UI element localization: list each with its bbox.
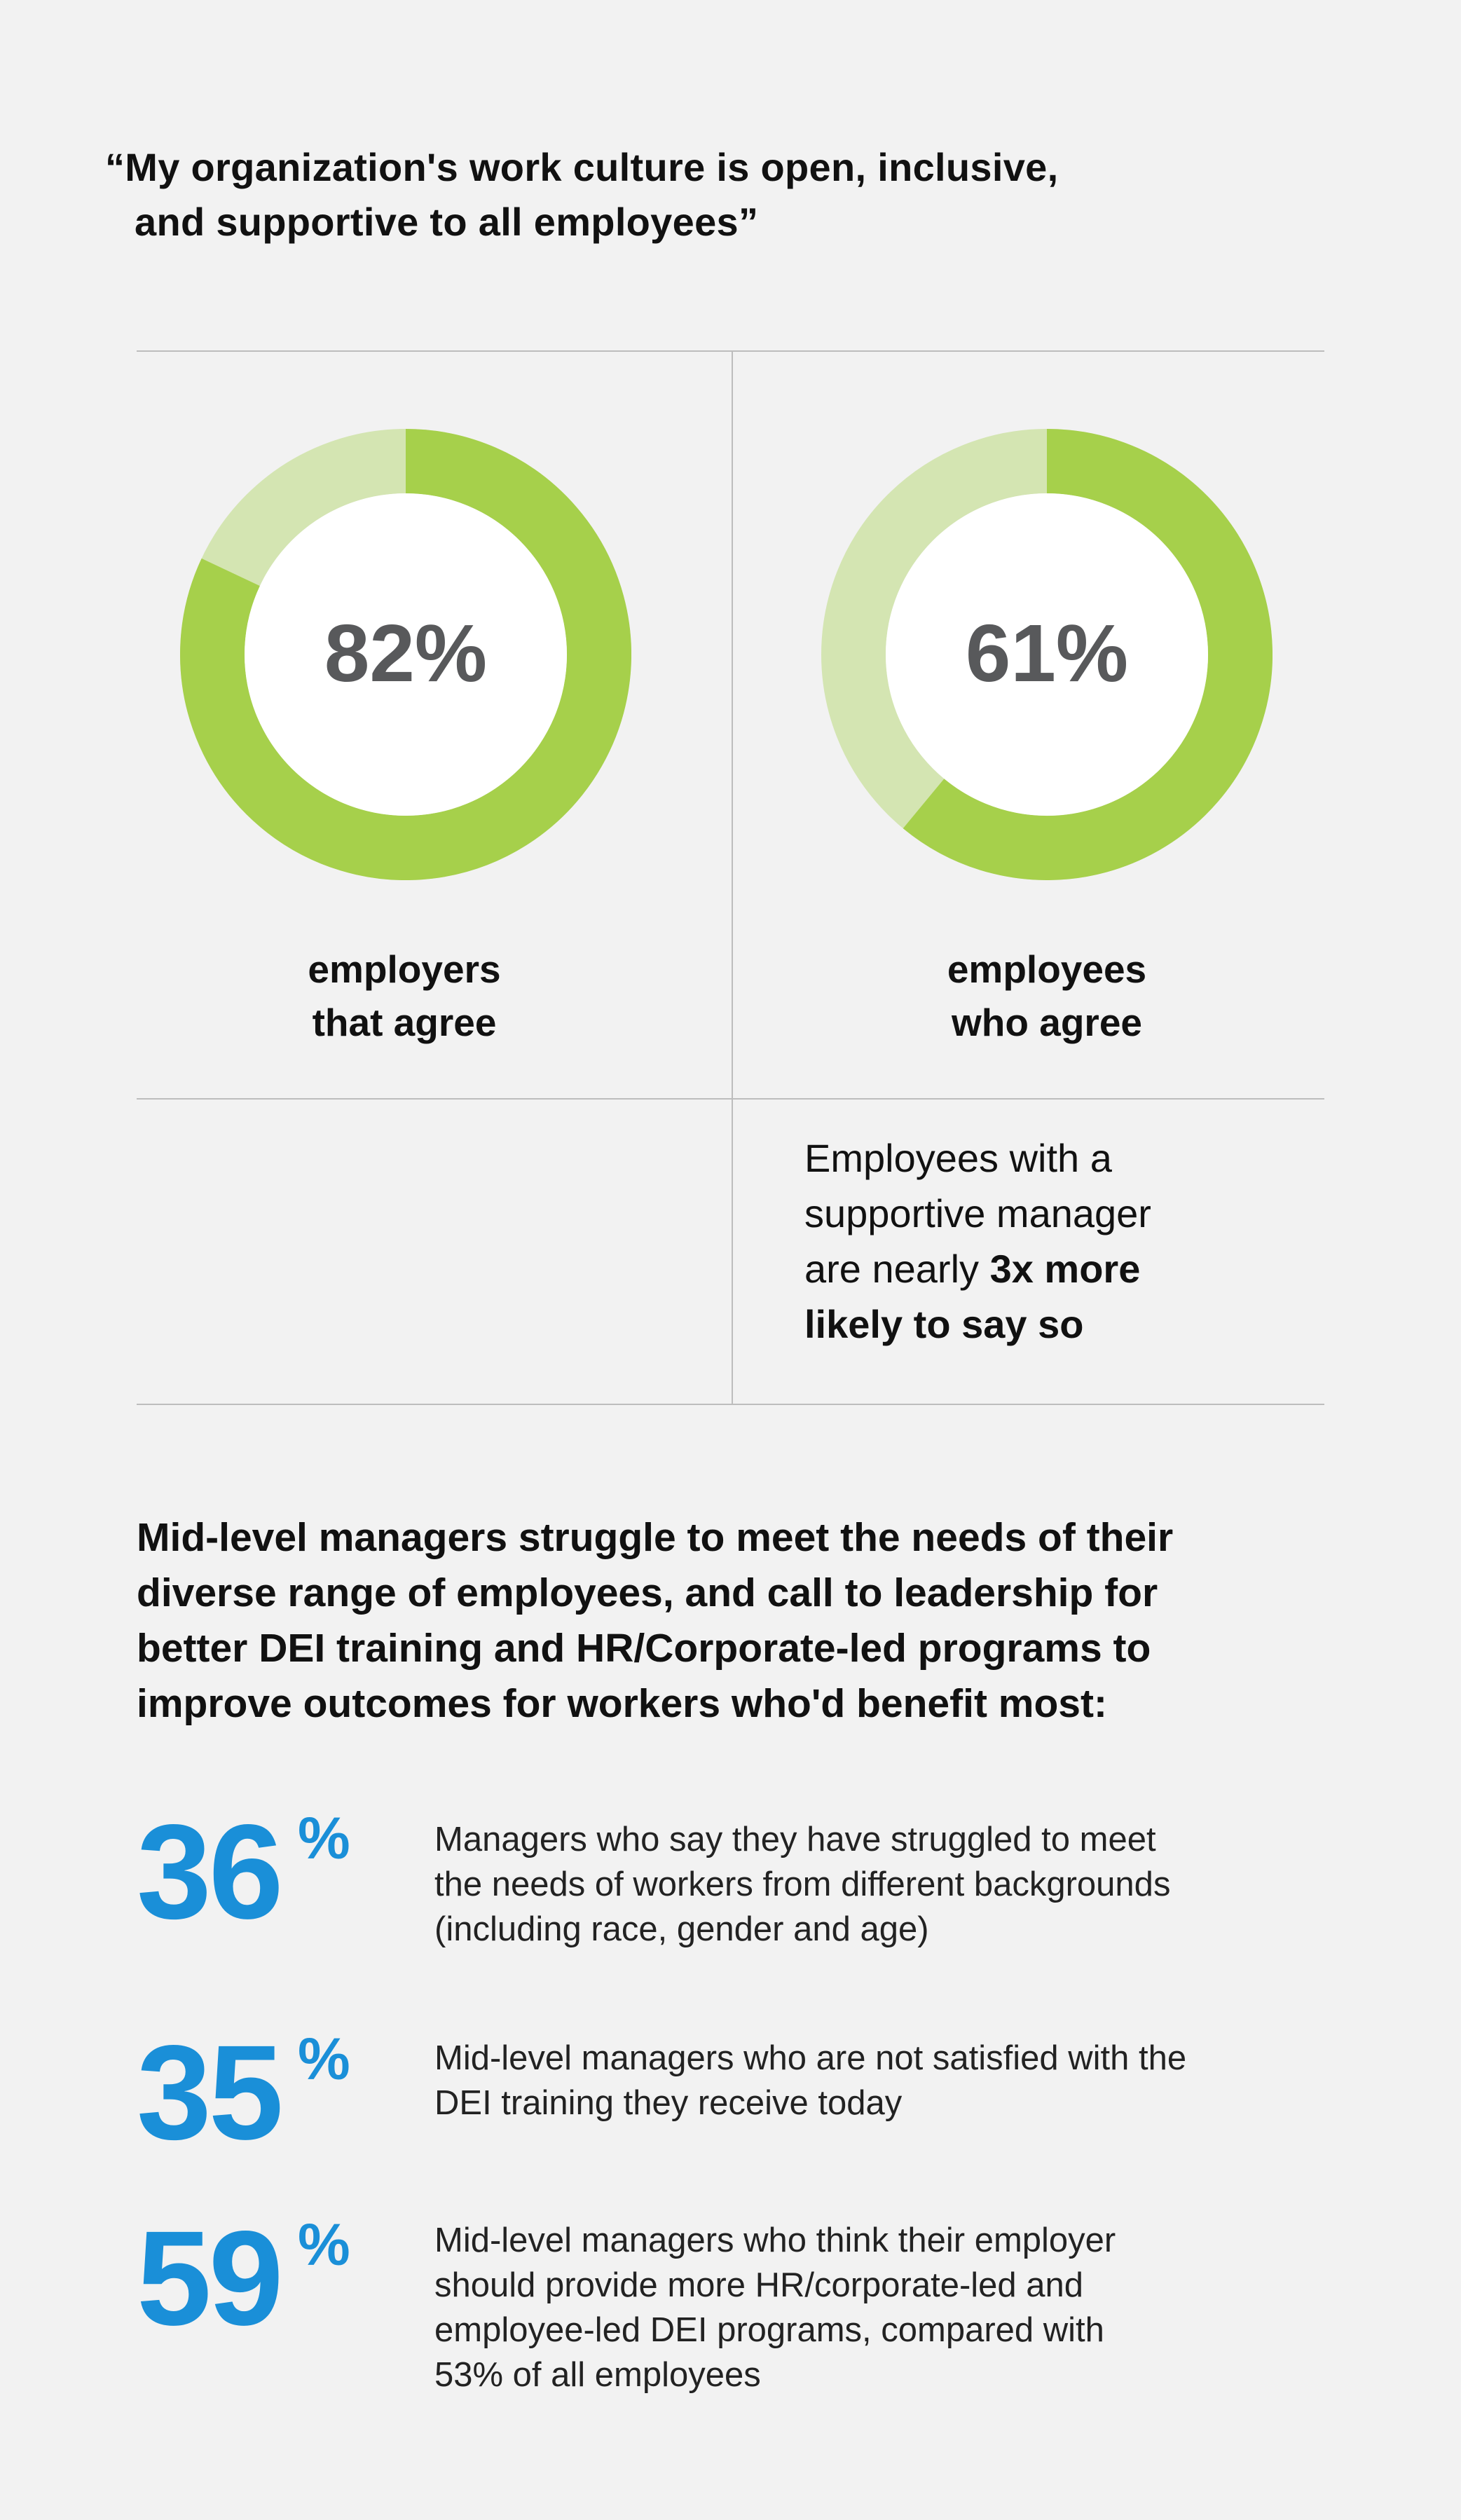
caption-line-2: that agree [312, 1001, 497, 1044]
note-line-4: likely to say so [804, 1296, 1295, 1352]
donut-caption-employees: employees who agree [837, 943, 1257, 1049]
caption-line-1: employers [308, 947, 501, 991]
stat-line-4: 53% of all employees [434, 2356, 761, 2394]
donut-svg-employees: 61% [821, 429, 1273, 880]
note-line-3-bold: 3x more [989, 1247, 1141, 1291]
stat-percent-sign: % [298, 2026, 350, 2092]
stat-percent-sign: % [298, 1805, 350, 1871]
note-line-4-bold: likely to say so [804, 1302, 1084, 1346]
stat-value: 36 [137, 1796, 284, 1947]
donut-chart-employers: 82% [180, 429, 631, 880]
heading-line-2: diverse range of employees, and call to … [137, 1570, 1158, 1615]
note-line-3-plain: are nearly [804, 1247, 990, 1291]
caption-line-1: employees [947, 947, 1147, 991]
donut-chart-employees: 61% [821, 429, 1273, 880]
stat-line-2: DEI training they receive today [434, 2084, 903, 2122]
heading-line-3: better DEI training and HR/Corporate-led… [137, 1626, 1151, 1671]
note-line-2: supportive manager [804, 1191, 1151, 1235]
note-line-1: Employees with a [804, 1136, 1112, 1180]
stat-description: Managers who say they have struggled to … [434, 1817, 1275, 1952]
divider-vertical [732, 350, 733, 1405]
heading-line-1: Mid-level managers struggle to meet the … [137, 1515, 1174, 1560]
quote-line-1: “My organization's work culture is open,… [105, 145, 1059, 189]
stat-percent-sign: % [298, 2212, 350, 2278]
stat-line-2: the needs of workers from different back… [434, 1865, 1171, 1903]
donut-center-label: 61% [966, 608, 1128, 699]
supportive-manager-note: Employees with a supportive manager are … [804, 1130, 1295, 1352]
divider-top [137, 350, 1324, 352]
section-heading: Mid-level managers struggle to meet the … [137, 1510, 1328, 1732]
divider-bottom [137, 1404, 1324, 1405]
donut-hole [886, 493, 1208, 816]
stat-value: 35 [137, 2017, 284, 2168]
donut-svg-employers: 82% [180, 429, 631, 880]
donut-arc [180, 429, 631, 880]
stat-description: Mid-level managers who think their emplo… [434, 2218, 1275, 2397]
donut-arc [903, 429, 1273, 880]
caption-line-2: who agree [951, 1001, 1143, 1044]
stat-line-3: (including race, gender and age) [434, 1910, 929, 1948]
stat-line-1: Mid-level managers who think their emplo… [434, 2221, 1116, 2259]
stat-line-1: Mid-level managers who are not satisfied… [434, 2039, 1187, 2077]
donut-center-label: 82% [324, 608, 487, 699]
stat-line-2: should provide more HR/corporate-led and [434, 2266, 1084, 2304]
stat-line-3: employee-led DEI programs, compared with [434, 2311, 1104, 2349]
divider-middle [137, 1098, 1324, 1100]
note-line-3: are nearly 3x more [804, 1241, 1295, 1296]
quote: “My organization's work culture is open,… [105, 140, 1296, 249]
stat-description: Mid-level managers who are not satisfied… [434, 2036, 1275, 2125]
donut-caption-employers: employers that agree [194, 943, 615, 1049]
heading-line-4: improve outcomes for workers who'd benef… [137, 1681, 1107, 1726]
donut-hole [245, 493, 567, 816]
stat-line-1: Managers who say they have struggled to … [434, 1821, 1156, 1858]
stat-value: 59 [137, 2203, 284, 2353]
quote-line-2: and supportive to all employees” [135, 200, 759, 244]
